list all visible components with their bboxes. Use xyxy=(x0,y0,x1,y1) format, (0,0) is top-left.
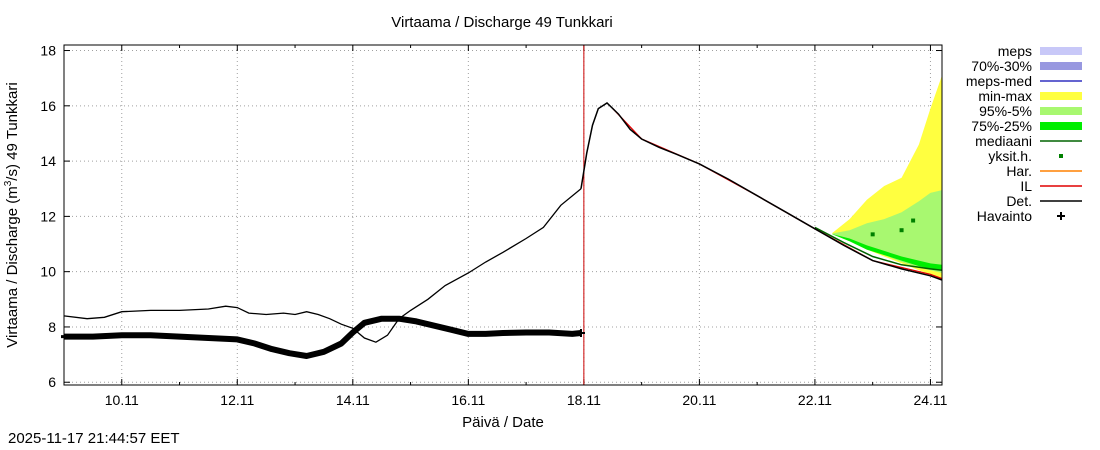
y-tick-label: 8 xyxy=(48,319,56,335)
y-axis-title-suffix: /s) 49 Tunkkari xyxy=(4,82,21,180)
x-tick-label: 12.11 xyxy=(220,392,254,408)
y-axis-title-sup: 3 xyxy=(3,180,14,186)
legend-label-median: mediaani xyxy=(975,133,1032,149)
deterministic-series xyxy=(580,102,943,281)
legend-label-p95_5: 95%-5% xyxy=(979,103,1032,119)
legend-label-meps: meps xyxy=(998,43,1032,59)
simulated-series xyxy=(63,188,582,343)
legend-label-single: yksit.h. xyxy=(988,148,1032,164)
legend-label-meps_med: meps-med xyxy=(966,73,1032,89)
legend-swatch-p75_25 xyxy=(1040,122,1082,130)
legend: meps70%-30%meps-medmin-max95%-5%75%-25%m… xyxy=(966,43,1082,224)
legend-swatch-obs xyxy=(1057,212,1065,220)
y-tick-label: 6 xyxy=(48,374,56,390)
x-tick-labels: 10.11 12.11 14.11 16.11 18.11 20.11 22.11 24.11 xyxy=(105,392,948,408)
timestamp: 2025-11-17 21:44:57 EET xyxy=(8,430,180,447)
legend-swatch-meps xyxy=(1040,47,1082,55)
y-tick-label: 16 xyxy=(40,98,56,114)
legend-swatch-p95_5 xyxy=(1040,107,1082,115)
y-tick-label: 14 xyxy=(40,153,56,169)
x-tick-label: 22.11 xyxy=(798,392,832,408)
single-run-point xyxy=(870,232,875,237)
x-tick-label: 18.11 xyxy=(567,392,601,408)
legend-label-p70_30: 70%-30% xyxy=(971,58,1032,74)
p95-5-band xyxy=(832,190,942,273)
legend-label-det: Det. xyxy=(1006,193,1032,209)
y-axis-title: Virtaama / Discharge (m3/s) 49 Tunkkari xyxy=(3,82,21,347)
observation-series xyxy=(64,315,582,359)
legend-label-p75_25: 75%-25% xyxy=(971,118,1032,134)
single-run-point xyxy=(899,228,904,233)
chart-title: Virtaama / Discharge 49 Tunkkari xyxy=(391,14,613,31)
observation-point xyxy=(576,329,585,338)
x-tick-label: 20.11 xyxy=(682,392,716,408)
legend-swatch-p70_30 xyxy=(1040,62,1082,70)
legend-label-il: IL xyxy=(1020,178,1032,194)
x-tick-label: 16.11 xyxy=(451,392,485,408)
legend-label-har: Har. xyxy=(1006,163,1032,179)
legend-label-obs: Havainto xyxy=(977,208,1032,224)
x-tick-label: 14.11 xyxy=(336,392,370,408)
plot-frame xyxy=(63,44,943,386)
plot-area xyxy=(61,45,943,385)
y-tick-label: 10 xyxy=(40,264,56,280)
median-series xyxy=(814,226,943,272)
x-axis-title: Päivä / Date xyxy=(462,414,544,431)
x-tick-label: 10.11 xyxy=(105,392,139,408)
legend-label-minmax: min-max xyxy=(978,88,1032,104)
y-tick-labels: 6 8 10 12 14 16 18 xyxy=(40,43,56,391)
y-axis-title-prefix: Virtaama / Discharge (m xyxy=(4,186,21,347)
single-run-point xyxy=(911,218,916,223)
y-tick-label: 12 xyxy=(40,208,56,224)
legend-swatch-single xyxy=(1059,154,1063,158)
y-tick-label: 18 xyxy=(40,43,56,59)
legend-swatch-minmax xyxy=(1040,92,1082,100)
x-tick-label: 24.11 xyxy=(913,392,947,408)
p75-25-band xyxy=(832,234,942,271)
